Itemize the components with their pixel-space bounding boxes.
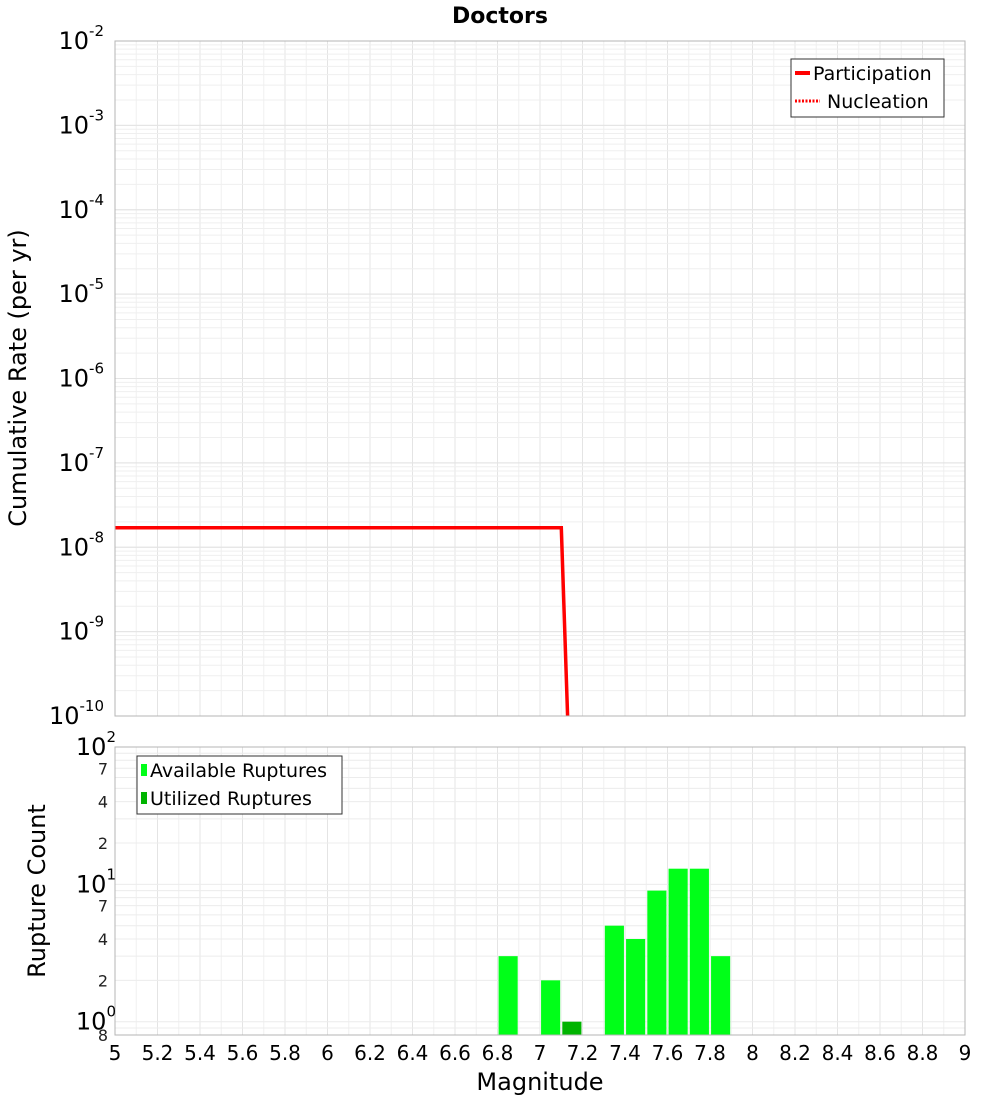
top-y-tick-label: 10-4 (58, 191, 104, 224)
bottom-legend: Available Ruptures Utilized Ruptures (136, 755, 343, 815)
x-tick-label: 7 (534, 1041, 547, 1065)
available-rupture-bar (647, 890, 667, 1035)
available-rupture-bar (711, 956, 731, 1035)
available-rupture-bar (541, 980, 561, 1035)
top-y-tick-label: 10-2 (58, 22, 104, 55)
available-rupture-bar (668, 868, 688, 1035)
x-tick-labels: 5 5.2 5.4 5.6 5.8 6 6.2 6.4 6.6 6.8 7 7.2 7.4 7.6 7.8 8… (109, 1041, 972, 1065)
x-tick-label: 7.4 (609, 1041, 641, 1065)
top-plot-series (115, 526, 570, 717)
bottom-legend-box (136, 755, 343, 815)
utilized-legend-swatch (141, 792, 147, 804)
x-tick-label: 7.2 (567, 1041, 599, 1065)
bottom-y-minor-tick-label: 7 (98, 759, 108, 778)
x-axis-label: Magnitude (476, 1068, 603, 1096)
x-tick-label: 5.8 (269, 1041, 301, 1065)
x-tick-label: 6 (321, 1041, 334, 1065)
available-rupture-bar (689, 868, 709, 1035)
bottom-plot-frame (114, 746, 966, 1036)
nucleation-legend-label: Nucleation (827, 91, 929, 113)
available-legend-label: Available Ruptures (150, 760, 327, 782)
x-tick-label: 5.6 (227, 1041, 259, 1065)
top-y-tick-label: 10-8 (58, 528, 104, 561)
x-tick-label: 5.2 (142, 1041, 174, 1065)
x-tick-label: 6.4 (397, 1041, 429, 1065)
bottom-y-minor-tick-label: 4 (98, 930, 108, 949)
chart-title: Doctors (452, 4, 548, 29)
nucleation-line (115, 526, 569, 717)
participation-legend-label: Participation (813, 63, 932, 85)
x-tick-label: 5 (109, 1041, 122, 1065)
bottom-plot-y-axis-label: Rupture Count (23, 804, 51, 978)
top-plot-y-axis-label: Cumulative Rate (per yr) (4, 229, 32, 527)
bottom-plot-bars (498, 868, 731, 1035)
bottom-y-minor-tick-label: 7 (98, 897, 108, 916)
top-plot-gridlines (114, 40, 966, 717)
available-rupture-bar (498, 956, 518, 1035)
x-tick-label: 8.6 (864, 1041, 896, 1065)
x-tick-label: 8 (746, 1041, 759, 1065)
x-tick-label: 6.2 (354, 1041, 386, 1065)
top-plot-frame (114, 40, 966, 717)
top-legend: Participation Nucleation (790, 58, 945, 118)
top-y-tick-label: 10-10 (49, 697, 104, 730)
bottom-y-minor-tick-label: 2 (98, 971, 108, 990)
x-tick-label: 6.8 (482, 1041, 514, 1065)
x-tick-label: 6.6 (439, 1041, 471, 1065)
x-tick-label: 7.8 (694, 1041, 726, 1065)
x-tick-label: 9 (959, 1041, 972, 1065)
available-rupture-bar (604, 925, 624, 1035)
top-plot-y-tick-labels: 10-2 10-3 10-4 10-5 10-6 10-7 10-8 10-9 10-10 (49, 22, 104, 730)
x-tick-label: 8.2 (779, 1041, 811, 1065)
available-legend-swatch (141, 764, 147, 776)
bottom-y-major-tick-label: 100 (76, 1003, 116, 1036)
top-y-tick-label: 10-9 (58, 613, 104, 646)
bottom-y-major-tick-label: 102 (76, 728, 116, 761)
utilized-rupture-bar (562, 1021, 582, 1035)
bottom-plot-y-tick-labels: 102 101 100 7 4 2 7 4 2 8 (76, 728, 116, 1045)
top-y-tick-label: 10-3 (58, 106, 104, 139)
bottom-y-minor-tick-label: 8 (98, 1026, 108, 1045)
top-y-tick-label: 10-7 (58, 444, 104, 477)
top-legend-box (790, 58, 945, 118)
x-tick-label: 8.8 (907, 1041, 939, 1065)
bottom-y-minor-tick-label: 4 (98, 793, 108, 812)
available-rupture-bar (626, 939, 646, 1035)
utilized-legend-label: Utilized Ruptures (150, 788, 312, 810)
participation-line (115, 526, 570, 717)
top-y-tick-label: 10-6 (58, 360, 104, 393)
x-tick-label: 8.4 (822, 1041, 854, 1065)
bottom-y-minor-tick-label: 2 (98, 834, 108, 853)
bottom-y-major-tick-label: 101 (76, 865, 116, 898)
x-tick-label: 5.4 (184, 1041, 216, 1065)
top-y-tick-label: 10-5 (58, 275, 104, 308)
x-tick-label: 7.6 (652, 1041, 684, 1065)
